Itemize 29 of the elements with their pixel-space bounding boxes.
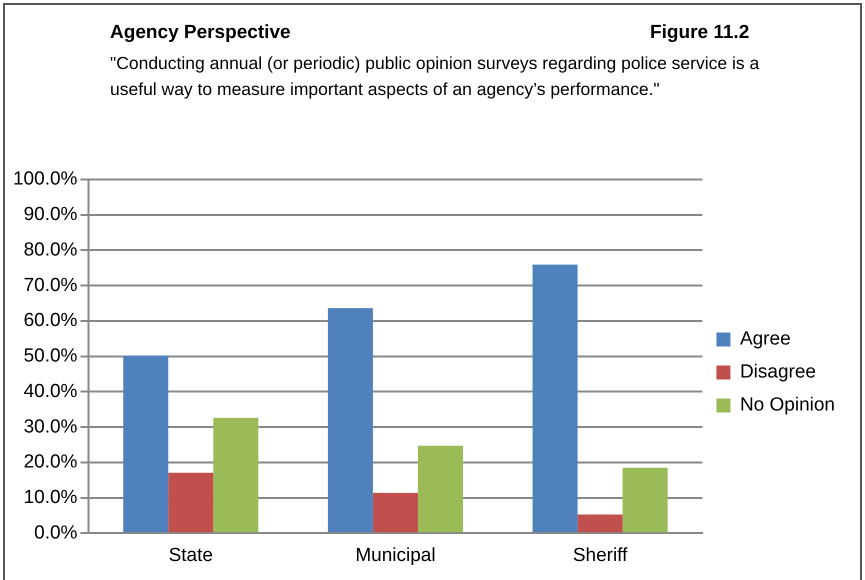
- y-tick-label: 40.0%: [24, 380, 78, 402]
- y-tick-label: 30.0%: [24, 416, 78, 438]
- y-tick-label: 20.0%: [24, 452, 78, 473]
- y-tick-label: 60.0%: [24, 310, 78, 332]
- chart-title: Agency Perspective: [110, 22, 291, 44]
- y-tick-label: 70.0%: [24, 274, 78, 296]
- y-tick-label: 50.0%: [24, 346, 78, 367]
- x-tick-label: State: [168, 544, 213, 566]
- bar: [372, 492, 418, 532]
- y-tick-label: 100.0%: [12, 168, 78, 190]
- y-tick-label: 10.0%: [24, 487, 78, 508]
- y-tick-label: 80.0%: [24, 239, 78, 260]
- bar: [418, 446, 463, 532]
- y-tick-label: 0.0%: [34, 522, 78, 544]
- bar: [328, 308, 373, 532]
- bar: [578, 514, 623, 532]
- bar: [532, 264, 578, 532]
- bar: [123, 356, 168, 532]
- bar: [213, 418, 258, 532]
- caption: Figure 11.2: [650, 22, 750, 44]
- bar: [168, 472, 214, 532]
- legend-label: Agree: [740, 328, 791, 350]
- x-tick-label: Sheriff: [572, 544, 628, 566]
- x-tick-label: Municipal: [355, 544, 436, 566]
- legend-label: Disagree: [740, 362, 816, 383]
- chart-subtitle: "Conducting annual (or periodic) public opinion surveys regarding police service is a useful way to measure important aspects of an agency’s performance.": [110, 52, 760, 101]
- y-tick-label: 90.0%: [24, 204, 78, 226]
- legend-label: No Opinion: [740, 394, 836, 416]
- bar: [622, 468, 668, 532]
